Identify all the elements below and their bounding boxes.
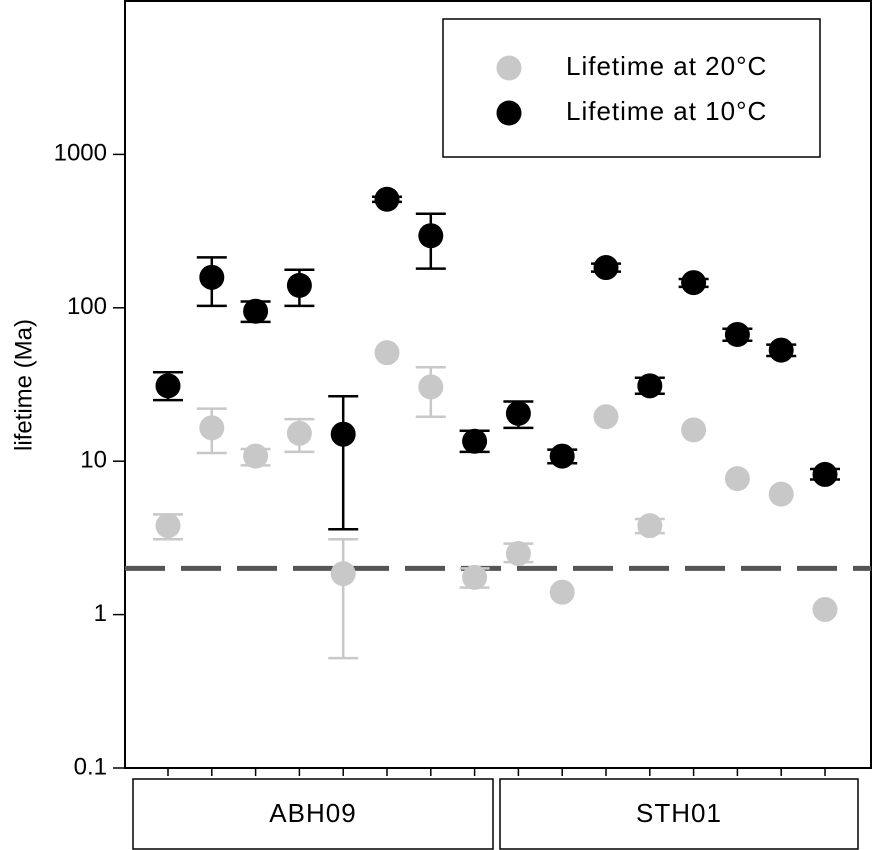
data-point [199,264,225,290]
series-layer [153,186,840,660]
data-point [418,223,444,249]
data-point [286,420,312,446]
data-point [549,443,575,469]
error-bar [328,537,359,660]
data-point [637,373,663,399]
y-tick-label: 1 [94,600,107,627]
y-tick-label: 10 [80,447,107,474]
data-point [462,564,488,590]
data-point [330,421,356,447]
legend-box [442,18,821,158]
data-point [681,270,707,296]
data-point [593,255,619,281]
data-point [812,596,838,622]
y-tick-label: 100 [67,293,107,320]
data-point [768,337,794,363]
plot-border [124,0,872,769]
group-label: STH01 [636,798,722,828]
legend-marker [496,100,522,126]
y-tick-label: 0.1 [74,753,107,780]
data-point [243,443,269,469]
data-point [243,298,269,324]
y-axis: 0.1 1 10 100 1000 [54,140,125,780]
group-label: ABH09 [269,798,356,828]
y-tick-label: 1000 [54,140,107,167]
data-point [374,186,400,212]
data-point [199,415,225,441]
data-point [286,272,312,298]
data-point [681,417,707,443]
plot-area [124,0,872,769]
group-labels: ABH09 STH01 [132,778,859,850]
error-bar [328,395,359,531]
data-point [155,513,181,539]
series-20c [153,340,838,660]
data-point [505,541,531,567]
data-point [768,481,794,507]
data-point [637,513,663,539]
data-point [505,400,531,426]
legend-label: Lifetime at 10°C [566,96,767,126]
data-point [593,404,619,430]
data-point [330,561,356,587]
series-10c [153,186,840,531]
data-point [812,461,838,487]
group-box [132,778,494,850]
data-point [462,428,488,454]
x-axis [167,768,826,776]
group-box [499,778,859,850]
data-point [374,340,400,366]
legend-label: Lifetime at 20°C [566,51,767,81]
data-point [724,321,750,347]
data-point [155,373,181,399]
legend: Lifetime at 20°C Lifetime at 10°C [442,18,821,158]
legend-marker [496,55,522,81]
data-point [418,374,444,400]
data-point [724,466,750,492]
data-point [549,579,575,605]
y-axis-title: lifetime (Ma) [10,319,37,451]
